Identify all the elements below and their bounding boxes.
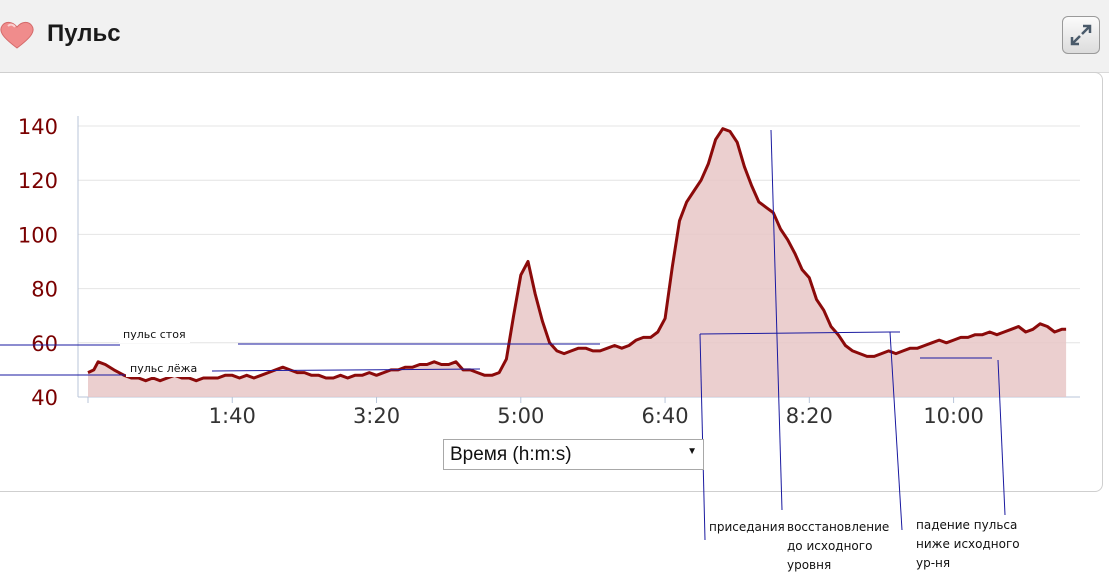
expand-button[interactable] [1062,16,1100,54]
annotation-recovery: восстановление до исходного уровня [787,518,889,575]
expand-icon [1070,24,1092,46]
x-axis-select-value: Время (h:m:s) [450,444,572,465]
annotation-pulse-drop: падение пульса ниже исходного ур-ня [916,516,1020,573]
y-tick-label: 100 [18,223,58,247]
annotation-lying-pulse: пульс лёжа [126,360,202,377]
annotation-recovery-line: уровня [787,558,832,572]
panel-header: Пульс [0,0,1109,73]
x-tick-label: 1:40 [209,404,256,428]
y-tick-label: 120 [18,169,58,193]
annotation-line [699,333,706,541]
x-tick-label: 10:00 [923,404,984,428]
annotation-pulse-drop-line: ниже исходного [916,537,1020,551]
annotation-recovery-line: до исходного [787,539,873,553]
page-title: Пульс [47,20,121,47]
annotation-pulse-drop-line: ур-ня [916,556,951,570]
y-tick-label: 80 [31,278,58,302]
annotation-line [211,368,481,372]
heart-icon [0,21,34,49]
x-tick-label: 3:20 [353,404,400,428]
x-axis-select[interactable]: Время (h:m:s) ▼ [443,439,704,470]
annotation-standing-pulse: пульс стоя [119,326,190,343]
x-tick-label: 8:20 [786,404,833,428]
y-tick-label: 60 [31,332,58,356]
chart-panel [0,72,1103,492]
annotation-recovery-line: восстановление [787,520,890,534]
series-line [87,127,1067,383]
annotation-pulse-drop-line: падение пульса [916,518,1018,532]
dropdown-arrow-icon: ▼ [687,446,697,457]
annotation-line [997,359,1006,516]
y-tick-label: 40 [31,386,58,410]
series-area [88,128,1067,397]
annotation-line [699,331,891,335]
annotation-line [889,331,903,531]
x-tick-label: 5:00 [497,404,544,428]
x-tick-label: 6:40 [641,404,688,428]
y-tick-label: 140 [18,115,58,139]
annotation-line [770,129,783,511]
annotation-squats: приседания [709,520,785,534]
